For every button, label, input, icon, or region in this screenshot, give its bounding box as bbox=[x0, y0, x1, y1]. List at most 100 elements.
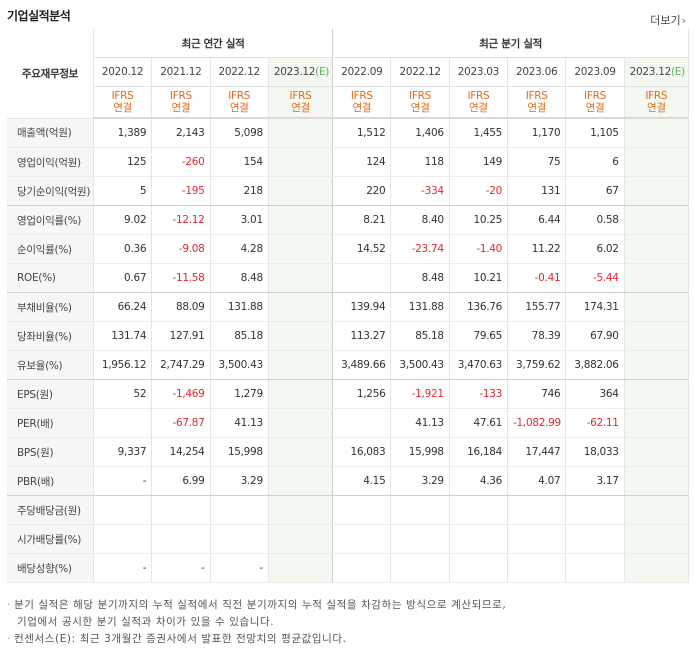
footnote-1-cont: 기업에서 공시한 분기 실적과 차이가 있을 수 있습니다. bbox=[17, 616, 275, 628]
table-cell: 75 bbox=[507, 147, 567, 177]
table-cell bbox=[268, 263, 334, 293]
table-cell: 11.22 bbox=[507, 234, 567, 264]
table-cell bbox=[268, 437, 334, 467]
table-cell: 0.67 bbox=[93, 263, 153, 293]
table-cell: 3.29 bbox=[210, 466, 269, 496]
table-cell bbox=[624, 466, 690, 496]
more-link[interactable]: 더보기› bbox=[650, 12, 686, 28]
basis-label: IFRS 연결 bbox=[210, 86, 269, 119]
table-cell: -11.58 bbox=[151, 263, 211, 293]
table-cell: -67.87 bbox=[151, 408, 211, 438]
table-cell: 131.88 bbox=[390, 292, 450, 322]
table-cell bbox=[268, 350, 334, 380]
footnote-1: · 분기 실적은 해당 분기까지의 누적 실적에서 직전 분기까지의 누적 실적을… bbox=[7, 599, 507, 611]
table-cell bbox=[390, 495, 450, 525]
table-cell: 3.29 bbox=[390, 466, 450, 496]
row-label: 부채비율(%) bbox=[7, 292, 94, 322]
table-row: 당기순이익(억원) 5 -195 218 220 -334 -20 131 67 bbox=[7, 176, 690, 206]
table-cell bbox=[93, 408, 153, 438]
table-cell bbox=[624, 553, 690, 583]
table-cell bbox=[565, 524, 625, 554]
table-cell: 8.40 bbox=[390, 205, 450, 235]
table-cell bbox=[624, 234, 690, 264]
table-cell: 79.65 bbox=[449, 321, 509, 351]
table-cell: 154 bbox=[210, 147, 269, 177]
table-cell bbox=[210, 495, 269, 525]
group-annual-header: 최근 연간 실적 bbox=[93, 29, 334, 58]
table-cell: 41.13 bbox=[390, 408, 450, 438]
table-cell: 52 bbox=[93, 379, 153, 409]
period-header: 2023.06 bbox=[507, 57, 567, 87]
table-cell: 124 bbox=[332, 147, 392, 177]
basis-label: IFRS 연결 bbox=[268, 86, 334, 119]
table-cell: 174.31 bbox=[565, 292, 625, 322]
table-row: 영업이익률(%) 9.02 -12.12 3.01 8.21 8.40 10.25 6.44 0… bbox=[7, 205, 690, 235]
table-cell: 10.25 bbox=[449, 205, 509, 235]
table-cell: 1,389 bbox=[93, 118, 153, 148]
table-cell: 1,512 bbox=[332, 118, 392, 148]
table-cell: 47.61 bbox=[449, 408, 509, 438]
table-cell: 136.76 bbox=[449, 292, 509, 322]
table-cell: 0.36 bbox=[93, 234, 153, 264]
row-label: PBR(배) bbox=[7, 466, 94, 496]
table-cell: 149 bbox=[449, 147, 509, 177]
table-cell: 78.39 bbox=[507, 321, 567, 351]
corner-label: 주요재무정보 bbox=[7, 29, 94, 119]
period-header: 2022.12 bbox=[390, 57, 450, 87]
table-cell bbox=[624, 176, 690, 206]
basis-label: IFRS 연결 bbox=[390, 86, 450, 119]
table-cell bbox=[210, 524, 269, 554]
table-cell bbox=[624, 408, 690, 438]
period-header: 2023.12(E) bbox=[268, 57, 334, 87]
table-cell: 16,083 bbox=[332, 437, 392, 467]
table-cell: 3.17 bbox=[565, 466, 625, 496]
table-cell: 67 bbox=[565, 176, 625, 206]
table-cell: -12.12 bbox=[151, 205, 211, 235]
table-cell bbox=[268, 205, 334, 235]
section-title: 기업실적분석 bbox=[7, 9, 71, 23]
table-cell bbox=[151, 524, 211, 554]
table-cell bbox=[268, 524, 334, 554]
table-cell: 5,098 bbox=[210, 118, 269, 148]
table-cell bbox=[624, 118, 690, 148]
table-row: 주당배당금(원) bbox=[7, 495, 690, 525]
row-label: 당좌비율(%) bbox=[7, 321, 94, 351]
table-cell: 364 bbox=[565, 379, 625, 409]
table-cell: -0.41 bbox=[507, 263, 567, 293]
row-label: 영업이익(억원) bbox=[7, 147, 94, 177]
table-cell: 1,105 bbox=[565, 118, 625, 148]
row-label: 주당배당금(원) bbox=[7, 495, 94, 525]
table-cell: 88.09 bbox=[151, 292, 211, 322]
table-cell: -260 bbox=[151, 147, 211, 177]
table-cell bbox=[449, 524, 509, 554]
table-cell: 9,337 bbox=[93, 437, 153, 467]
table-cell bbox=[565, 553, 625, 583]
row-label: 순이익률(%) bbox=[7, 234, 94, 264]
table-cell bbox=[624, 321, 690, 351]
table-cell bbox=[507, 553, 567, 583]
table-cell: 8.48 bbox=[210, 263, 269, 293]
table-cell bbox=[268, 408, 334, 438]
table-cell: 66.24 bbox=[93, 292, 153, 322]
period-header: 2021.12 bbox=[151, 57, 211, 87]
table-cell: 1,956.12 bbox=[93, 350, 153, 380]
table-cell: 0.58 bbox=[565, 205, 625, 235]
table-row: BPS(원) 9,337 14,254 15,998 16,083 15,998 16,18… bbox=[7, 437, 690, 467]
more-link-label: 더보기 bbox=[650, 14, 681, 27]
period-header: 2020.12 bbox=[93, 57, 153, 87]
table-cell: 3,500.43 bbox=[210, 350, 269, 380]
table-cell: 1,256 bbox=[332, 379, 392, 409]
table-cell bbox=[390, 524, 450, 554]
table-cell: 6.99 bbox=[151, 466, 211, 496]
table-cell bbox=[332, 263, 392, 293]
footnote-2: · 컨센서스(E): 최근 3개월간 증권사에서 발표한 전망치의 평균값입니다. bbox=[7, 633, 347, 645]
table-row: ROE(%) 0.67 -11.58 8.48 8.48 10.21 -0.41 -5.44 bbox=[7, 263, 690, 293]
chevron-right-icon: › bbox=[681, 14, 686, 27]
table-cell: -195 bbox=[151, 176, 211, 206]
table-cell bbox=[332, 408, 392, 438]
table-cell: 14,254 bbox=[151, 437, 211, 467]
table-cell: -133 bbox=[449, 379, 509, 409]
row-label: 시가배당률(%) bbox=[7, 524, 94, 554]
table-cell: 125 bbox=[93, 147, 153, 177]
table-cell: 6.02 bbox=[565, 234, 625, 264]
